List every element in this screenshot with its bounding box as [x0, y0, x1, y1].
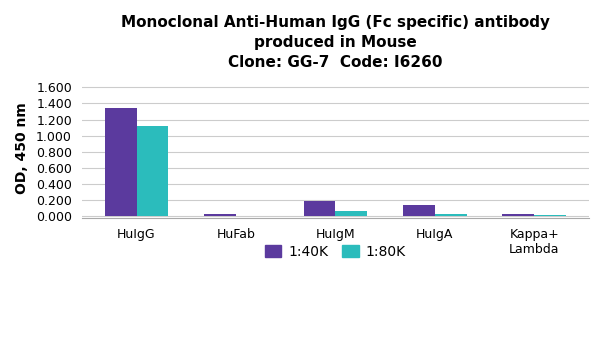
Bar: [403, 205, 435, 216]
Legend: 1:40K, 1:80K: 1:40K, 1:80K: [259, 239, 411, 264]
Bar: [435, 214, 466, 216]
Bar: [335, 211, 367, 216]
Bar: [534, 215, 566, 216]
Bar: [503, 214, 534, 216]
Bar: [204, 214, 236, 216]
Title: Monoclonal Anti-Human IgG (Fc specific) antibody
produced in Mouse
Clone: GG-7  : Monoclonal Anti-Human IgG (Fc specific) …: [121, 15, 550, 69]
Y-axis label: OD, 450 nm: OD, 450 nm: [15, 102, 29, 194]
Bar: [304, 201, 335, 216]
Bar: [137, 126, 169, 216]
Bar: [104, 108, 137, 216]
